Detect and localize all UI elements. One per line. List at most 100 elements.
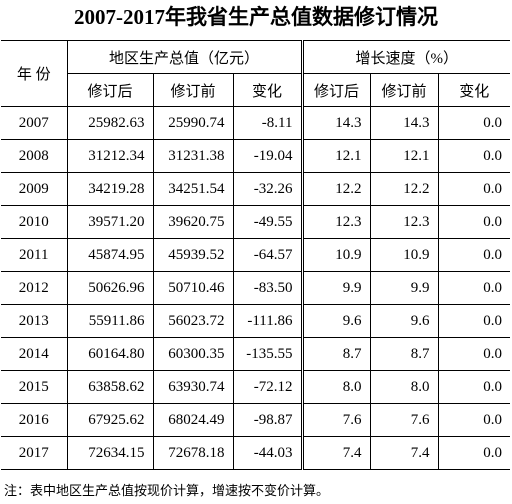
table-cell: 68024.49 xyxy=(152,403,234,437)
table-cell: 2009 xyxy=(1,172,68,206)
table-cell: 0.0 xyxy=(437,403,511,437)
table-cell: 2007 xyxy=(1,106,68,140)
table-row: 2017 72634.15 72678.18 -44.03 7.4 7.4 0.0 xyxy=(1,436,511,470)
table-cell: 2016 xyxy=(1,403,68,437)
table-cell: 60164.80 xyxy=(66,337,154,371)
table-cell: 7.4 xyxy=(300,436,371,470)
table-cell: 63858.62 xyxy=(66,370,154,404)
title: 2007-2017年我省生产总值数据修订情况 xyxy=(74,5,438,29)
table-cell: 9.9 xyxy=(369,271,439,305)
table-cell: 0.0 xyxy=(437,139,511,173)
table-row: 2010 39571.20 39620.75 -49.55 12.3 12.3 0.0 xyxy=(1,205,511,239)
table-cell: 7.6 xyxy=(300,403,371,437)
table-cell: 0.0 xyxy=(437,304,511,338)
table-cell: 34219.28 xyxy=(66,172,154,206)
table-cell: 39620.75 xyxy=(152,205,234,239)
table-cell: -49.55 xyxy=(232,205,303,239)
header-cell: 地区生产总值（亿元） xyxy=(66,40,303,74)
footnote: 注：表中地区生产总值按现价计算，增速按不变价计算。 xyxy=(4,483,330,498)
table-cell: 63930.74 xyxy=(152,370,234,404)
data-table: 年 份 地区生产总值（亿元） 增长速度（%） 修订后 修订前 变化 修订后 修订前 变化 … xyxy=(1,40,511,470)
table-cell: 2015 xyxy=(1,370,68,404)
table-cell: 变化 xyxy=(437,73,511,107)
table-cell: 12.3 xyxy=(369,205,439,239)
table-row: 2008 31212.34 31231.38 -19.04 12.1 12.1 0.0 xyxy=(1,139,511,173)
table-cell: 修订后 xyxy=(67,73,154,107)
table-cell: 12.2 xyxy=(369,172,439,206)
table-cell: -98.87 xyxy=(232,403,303,437)
table-cell: 0.0 xyxy=(437,172,511,206)
table-cell: 50710.46 xyxy=(152,271,234,305)
table-cell: 0.0 xyxy=(437,106,511,140)
table-row: 2016 67925.62 68024.49 -98.87 7.6 7.6 0.0 xyxy=(1,403,511,437)
table-cell: 72634.15 xyxy=(66,436,154,470)
header-row: 修订后 修订前 变化 修订后 修订前 变化 xyxy=(1,73,511,107)
table-cell: 10.9 xyxy=(369,238,439,272)
table-cell: 2011 xyxy=(1,238,68,272)
table-cell: 12.2 xyxy=(300,172,371,206)
table-cell: 72678.18 xyxy=(152,436,234,470)
table-cell: 9.6 xyxy=(369,304,439,338)
table-cell: 14.3 xyxy=(300,106,371,140)
table-cell: 2008 xyxy=(1,139,68,173)
table-cell: 8.7 xyxy=(369,337,439,371)
table-cell: 12.3 xyxy=(300,205,371,239)
table-cell: 31212.34 xyxy=(66,139,154,173)
table-cell: 2012 xyxy=(1,271,68,305)
table-cell: -135.55 xyxy=(232,337,303,371)
table-cell: 2017 xyxy=(1,436,68,470)
table-cell: -8.11 xyxy=(232,106,303,140)
table-cell: 25982.63 xyxy=(66,106,154,140)
table-cell: 2014 xyxy=(1,337,68,371)
table-cell: 14.3 xyxy=(369,106,439,140)
table-cell: 50626.96 xyxy=(66,271,154,305)
table-cell: 8.7 xyxy=(300,337,371,371)
table-cell: 0.0 xyxy=(437,436,511,470)
table-cell: -64.57 xyxy=(232,238,303,272)
table-cell: -72.12 xyxy=(232,370,303,404)
table-cell: 12.1 xyxy=(300,139,371,173)
table-cell: 10.9 xyxy=(300,238,371,272)
table-cell: 12.1 xyxy=(369,139,439,173)
table-row: 2013 55911.86 56023.72 -111.86 9.6 9.6 0.0 xyxy=(1,304,511,338)
table-cell: 39571.20 xyxy=(66,205,154,239)
table-cell: 60300.35 xyxy=(152,337,234,371)
table-cell: 修订前 xyxy=(369,73,439,107)
table-cell: 55911.86 xyxy=(66,304,154,338)
table-cell: -44.03 xyxy=(232,436,303,470)
table-cell: -111.86 xyxy=(232,304,303,338)
table-cell: 2010 xyxy=(1,205,68,239)
table-cell: 45939.52 xyxy=(152,238,234,272)
table-cell: 25990.74 xyxy=(152,106,234,140)
table-cell: 0.0 xyxy=(437,271,511,305)
table-cell: 56023.72 xyxy=(152,304,234,338)
table-row: 2009 34219.28 34251.54 -32.26 12.2 12.2 0.0 xyxy=(1,172,511,206)
table-cell: -83.50 xyxy=(232,271,303,305)
table-row: 2014 60164.80 60300.35 -135.55 8.7 8.7 0.0 xyxy=(1,337,511,371)
table-cell: 8.0 xyxy=(369,370,439,404)
table-cell: 2013 xyxy=(1,304,68,338)
table-cell: 8.0 xyxy=(300,370,371,404)
table-cell: 31231.38 xyxy=(152,139,234,173)
header-cell: 增长速度（%） xyxy=(300,40,511,74)
table-cell: 0.0 xyxy=(437,205,511,239)
table-row: 2011 45874.95 45939.52 -64.57 10.9 10.9 0.0 xyxy=(1,238,511,272)
table-cell: 9.6 xyxy=(300,304,371,338)
table-row: 2007 25982.63 25990.74 -8.11 14.3 14.3 0.0 xyxy=(1,106,511,140)
table-cell: 34251.54 xyxy=(152,172,234,206)
table-cell: 7.4 xyxy=(369,436,439,470)
table-row: 2015 63858.62 63930.74 -72.12 8.0 8.0 0.0 xyxy=(1,370,511,404)
table-cell: 45874.95 xyxy=(66,238,154,272)
table-cell: 67925.62 xyxy=(66,403,154,437)
header-cell: 年 份 xyxy=(1,40,68,107)
table-cell: 0.0 xyxy=(437,370,511,404)
table-cell: 变化 xyxy=(232,73,303,107)
table-cell: 0.0 xyxy=(437,238,511,272)
table-cell: 7.6 xyxy=(369,403,439,437)
header-row: 年 份 地区生产总值（亿元） 增长速度（%） xyxy=(1,40,511,107)
table-cell: -19.04 xyxy=(232,139,303,173)
table-cell: 修订前 xyxy=(152,73,234,107)
table-cell: 修订后 xyxy=(300,73,371,107)
table-row: 2012 50626.96 50710.46 -83.50 9.9 9.9 0.0 xyxy=(1,271,511,305)
